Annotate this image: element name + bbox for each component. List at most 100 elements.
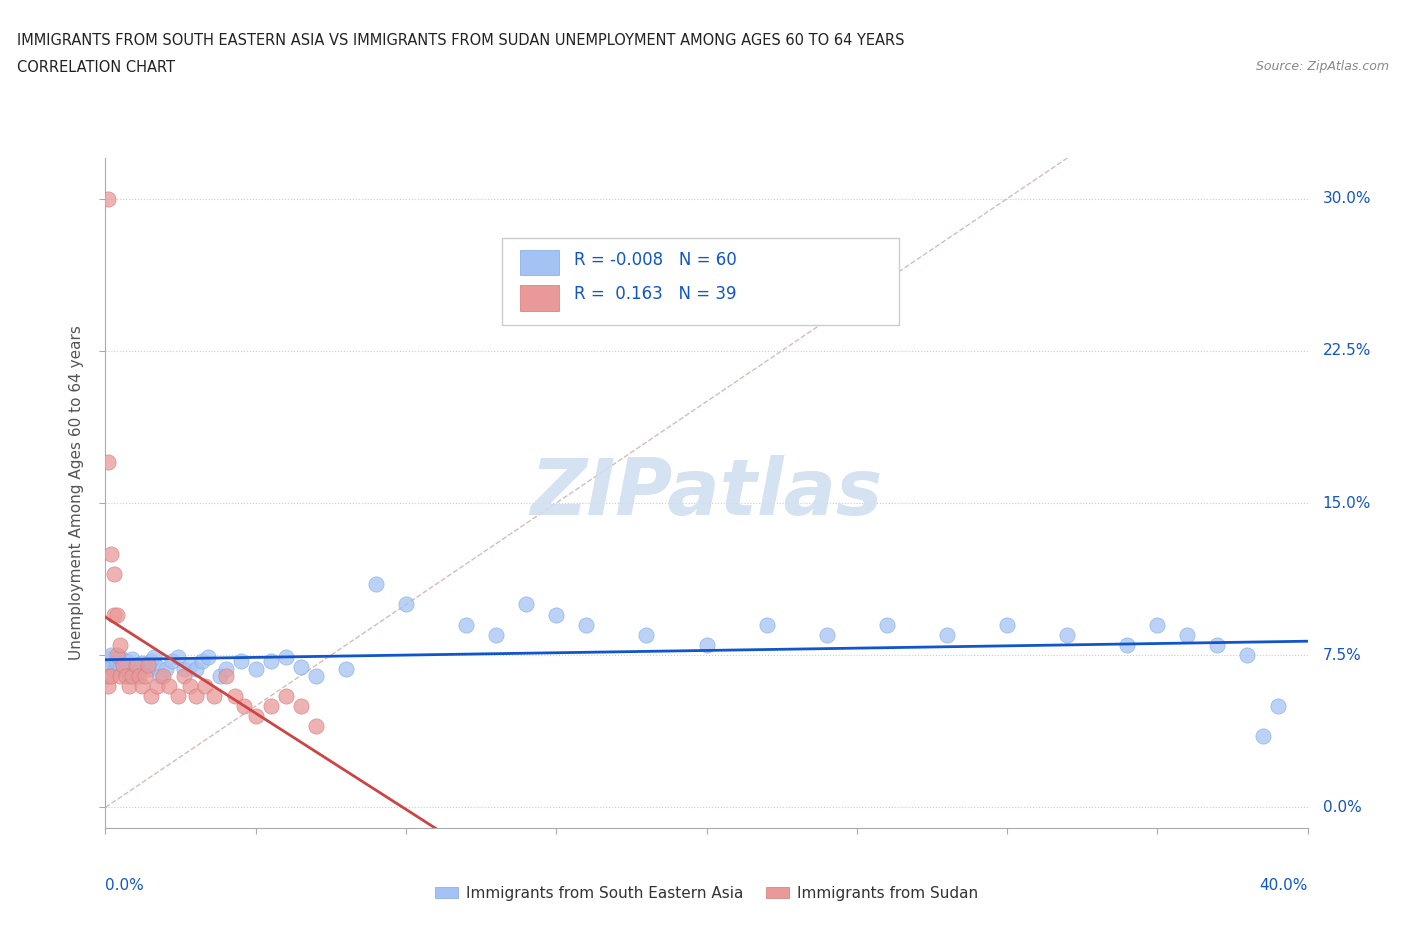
Point [232, 698, 254, 713]
Point [142, 650, 165, 665]
Point [103, 607, 125, 622]
Point [1056, 628, 1078, 643]
Point [157, 678, 180, 693]
Point [107, 607, 129, 622]
Text: 7.5%: 7.5% [1323, 647, 1361, 663]
FancyBboxPatch shape [502, 238, 898, 326]
Point [107, 656, 129, 671]
Point [1146, 618, 1168, 632]
Point [184, 688, 207, 703]
Point [118, 668, 141, 683]
Point [197, 650, 219, 665]
Point [876, 618, 898, 632]
Point [229, 654, 252, 669]
Text: R =  0.163   N = 39: R = 0.163 N = 39 [574, 286, 737, 303]
Point [97, 678, 120, 693]
Point [179, 678, 201, 693]
Point [97, 668, 120, 683]
Point [121, 668, 143, 683]
Point [1116, 638, 1139, 653]
Point [124, 658, 146, 672]
Point [103, 566, 125, 581]
Point [100, 668, 122, 683]
Point [194, 678, 217, 693]
Point [136, 662, 159, 677]
Point [166, 650, 188, 665]
Point [112, 658, 135, 672]
Point [936, 628, 959, 643]
Point [139, 654, 162, 669]
Point [190, 654, 212, 669]
Bar [520, 250, 558, 275]
Point [134, 658, 156, 672]
Point [173, 668, 195, 683]
Point [100, 660, 122, 675]
Text: R = -0.008   N = 60: R = -0.008 N = 60 [574, 250, 737, 269]
Point [1251, 729, 1274, 744]
Point [110, 650, 132, 665]
Point [1206, 638, 1229, 653]
Point [136, 658, 159, 672]
Point [260, 654, 283, 669]
Point [112, 658, 135, 672]
Point [110, 668, 132, 683]
Point [128, 664, 150, 679]
Point [395, 597, 418, 612]
Text: ZIPatlas: ZIPatlas [530, 455, 883, 531]
Point [335, 662, 357, 677]
Point [118, 678, 141, 693]
Point [815, 628, 838, 643]
Point [755, 618, 778, 632]
Point [575, 618, 598, 632]
Point [100, 648, 122, 663]
Point [139, 688, 162, 703]
Point [546, 607, 568, 622]
Point [995, 618, 1018, 632]
Text: 40.0%: 40.0% [1260, 879, 1308, 894]
Point [160, 654, 183, 669]
Point [155, 662, 177, 677]
Point [131, 656, 153, 671]
Point [1236, 648, 1258, 663]
Point [148, 668, 170, 683]
Point [485, 628, 508, 643]
Text: 0.0%: 0.0% [1323, 800, 1361, 815]
Point [145, 660, 167, 675]
Text: CORRELATION CHART: CORRELATION CHART [17, 60, 174, 75]
Point [364, 577, 387, 591]
Point [245, 709, 267, 724]
Text: 15.0%: 15.0% [1323, 496, 1371, 511]
Point [115, 668, 138, 683]
Point [134, 668, 156, 683]
Point [260, 698, 283, 713]
Point [1267, 698, 1289, 713]
Text: IMMIGRANTS FROM SOUTH EASTERN ASIA VS IMMIGRANTS FROM SUDAN UNEMPLOYMENT AMONG A: IMMIGRANTS FROM SOUTH EASTERN ASIA VS IM… [17, 33, 904, 47]
Point [166, 688, 188, 703]
Point [214, 662, 236, 677]
Text: 30.0%: 30.0% [1323, 192, 1371, 206]
Point [214, 668, 236, 683]
Point [131, 678, 153, 693]
Point [152, 668, 174, 683]
Point [145, 678, 167, 693]
Point [100, 546, 122, 561]
Point [103, 664, 125, 679]
Point [97, 192, 120, 206]
Point [274, 650, 297, 665]
Point [305, 668, 328, 683]
Point [636, 628, 658, 643]
Point [121, 652, 143, 667]
Point [454, 618, 477, 632]
Point [245, 662, 267, 677]
Point [274, 688, 297, 703]
Point [1175, 628, 1198, 643]
Point [290, 698, 312, 713]
Point [107, 648, 129, 663]
Point [110, 638, 132, 653]
Point [290, 660, 312, 675]
Point [115, 662, 138, 677]
Point [97, 652, 120, 667]
Point [115, 654, 138, 669]
Point [110, 660, 132, 675]
Point [179, 658, 201, 672]
